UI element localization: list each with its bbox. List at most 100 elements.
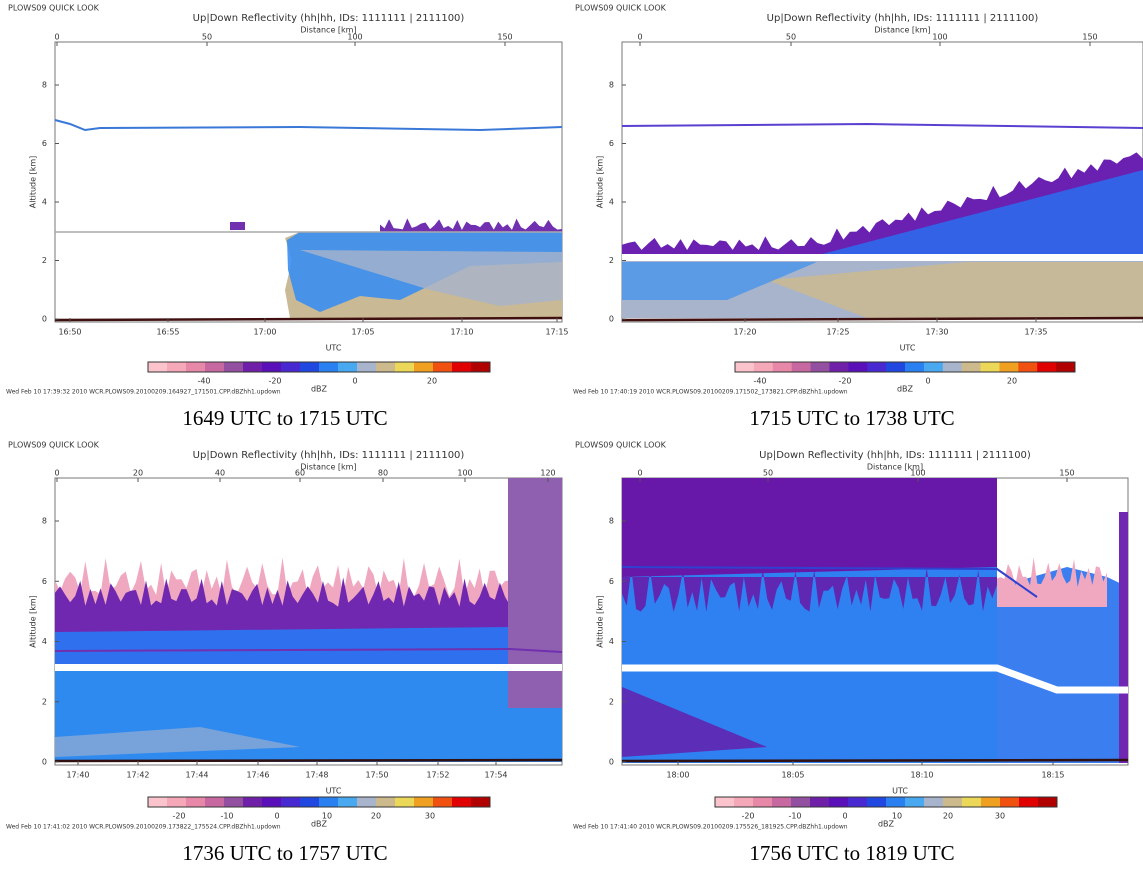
colorbar-cell xyxy=(300,362,320,372)
flight-line xyxy=(621,122,1143,129)
distance-label: Distance [km] xyxy=(300,463,356,472)
colorbar-cell xyxy=(205,362,225,372)
colorbar-cell xyxy=(376,797,396,807)
colorbar-cell xyxy=(810,362,830,372)
flight-line xyxy=(621,566,1038,598)
x-axis-label: UTC xyxy=(326,344,342,353)
echo xyxy=(622,567,997,612)
colorbar-cell xyxy=(1037,362,1057,372)
colorbar-tick-label: -20 xyxy=(268,377,281,386)
distance-label: Distance [km] xyxy=(867,463,923,472)
echo xyxy=(807,170,1143,258)
colorbar-cell xyxy=(791,797,811,807)
ground-line xyxy=(54,758,563,763)
top-tick-label: 60 xyxy=(295,469,305,478)
colorbar-cell xyxy=(753,362,774,372)
colorbar-cell xyxy=(452,797,472,807)
colorbar-cell xyxy=(414,362,434,372)
colorbar-cell xyxy=(1056,362,1076,372)
x-tick-label: 16:55 xyxy=(156,328,179,337)
colorbar-cell xyxy=(848,797,868,807)
colorbar-tick-label: -20 xyxy=(172,812,185,821)
footer: Wed Feb 10 17:41:02 2010 WCR.PLOWS09.201… xyxy=(6,824,281,831)
panel: PLOWS09 QUICK LOOK Up|Down Reflectivity (… xyxy=(6,441,563,865)
x-tick-label: 17:35 xyxy=(1024,328,1047,337)
x-tick-label: 17:05 xyxy=(351,328,374,337)
x-tick-label: 17:44 xyxy=(185,771,208,780)
colorbar-cell xyxy=(357,362,377,372)
top-tick-label: 0 xyxy=(637,33,642,42)
echo xyxy=(508,478,562,708)
colorbar-tick-label: 20 xyxy=(1007,377,1017,386)
y-tick-label: 2 xyxy=(609,256,614,265)
nadir-band xyxy=(622,254,1143,261)
top-tick-label: 100 xyxy=(457,469,472,478)
colorbar-tick-label: -40 xyxy=(753,377,766,386)
colorbar-tick-label: 10 xyxy=(322,812,332,821)
echo xyxy=(997,567,1128,763)
panel-header: PLOWS09 QUICK LOOK xyxy=(575,4,667,13)
x-tick-label: 17:48 xyxy=(305,771,328,780)
colorbar-cell xyxy=(148,797,168,807)
ground-line xyxy=(621,758,1129,763)
y-axis-label: Altitude [km] xyxy=(29,595,38,647)
distance-label: Distance [km] xyxy=(874,26,930,35)
x-tick-label: 18:15 xyxy=(1041,771,1064,780)
colorbar-unit: dBZ xyxy=(311,385,328,394)
colorbar-cell xyxy=(376,362,396,372)
panel-header: PLOWS09 QUICK LOOK xyxy=(8,4,100,13)
footer: Wed Feb 10 17:39:32 2010 WCR.PLOWS09.201… xyxy=(6,389,281,396)
colorbar-cell xyxy=(735,362,755,372)
colorbar-cell xyxy=(433,362,453,372)
colorbar-tick-label: 20 xyxy=(427,377,437,386)
y-tick-label: 0 xyxy=(42,315,47,324)
y-tick-label: 8 xyxy=(42,517,47,526)
colorbar-cell xyxy=(886,362,906,372)
flight-line xyxy=(54,119,563,132)
nadir-band xyxy=(55,664,562,671)
plot-title: Up|Down Reflectivity (hh|hh, IDs: 111111… xyxy=(193,450,465,461)
colorbar-tick-label: -20 xyxy=(838,377,851,386)
colorbar-cell xyxy=(1019,797,1039,807)
plot-title: Up|Down Reflectivity (hh|hh, IDs: 111111… xyxy=(759,450,1031,461)
top-tick-label: 100 xyxy=(347,33,362,42)
colorbar-cell xyxy=(471,797,491,807)
colorbar-cell xyxy=(1000,797,1020,807)
caption: 1715 UTC to 1738 UTC xyxy=(749,406,954,430)
y-tick-label: 8 xyxy=(42,81,47,90)
top-tick-label: 40 xyxy=(215,469,225,478)
colorbar-tick-label: 20 xyxy=(943,812,953,821)
colorbar-cell xyxy=(905,797,925,807)
echo xyxy=(767,262,1143,318)
nadir-band xyxy=(622,664,1128,694)
colorbar-tick-label: 10 xyxy=(892,812,902,821)
top-tick-label: 80 xyxy=(378,469,388,478)
colorbar-cell xyxy=(980,362,1000,372)
x-tick-label: 18:10 xyxy=(910,771,933,780)
colorbar-cell xyxy=(300,797,320,807)
colorbar-cell xyxy=(1018,362,1038,372)
colorbar-cell xyxy=(433,797,453,807)
colorbar-cell xyxy=(243,362,263,372)
top-tick-label: 150 xyxy=(497,33,512,42)
top-tick-label: 100 xyxy=(910,469,925,478)
top-tick-label: 20 xyxy=(133,469,143,478)
top-tick-label: 50 xyxy=(202,33,212,42)
x-tick-label: 17:10 xyxy=(450,328,473,337)
top-tick-label: 120 xyxy=(540,469,555,478)
colorbar-cell xyxy=(319,797,339,807)
colorbar-cell xyxy=(186,797,206,807)
panel: PLOWS09 QUICK LOOK Up|Down Reflectivity (… xyxy=(573,4,1143,430)
colorbar-cell xyxy=(753,797,773,807)
top-tick-label: 50 xyxy=(763,469,773,478)
colorbar-cell xyxy=(205,797,225,807)
colorbar-cell xyxy=(338,362,358,372)
y-tick-label: 4 xyxy=(609,637,614,646)
colorbar-cell xyxy=(734,797,754,807)
colorbar-cell xyxy=(981,797,1001,807)
x-tick-label: 17:42 xyxy=(126,771,149,780)
echo xyxy=(622,262,817,300)
colorbar-frame xyxy=(734,361,1076,373)
colorbar-tick-label: 0 xyxy=(352,377,357,386)
y-axis-label: Altitude [km] xyxy=(596,595,605,647)
